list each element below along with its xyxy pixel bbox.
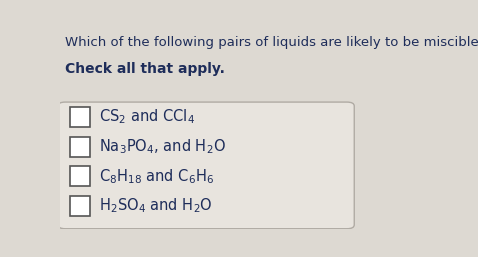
- Bar: [70, 107, 90, 127]
- FancyBboxPatch shape: [58, 102, 354, 229]
- Bar: [70, 196, 90, 216]
- Text: $\mathregular{CS_2}$ and $\mathregular{CCl_4}$: $\mathregular{CS_2}$ and $\mathregular{C…: [98, 108, 195, 126]
- Text: Check all that apply.: Check all that apply.: [65, 61, 225, 76]
- Bar: [70, 137, 90, 157]
- Text: $\mathregular{C_8H_{18}}$ and $\mathregular{C_6H_6}$: $\mathregular{C_8H_{18}}$ and $\mathregu…: [98, 167, 214, 186]
- Text: $\mathregular{H_2SO_4}$ and $\mathregular{H_2O}$: $\mathregular{H_2SO_4}$ and $\mathregula…: [98, 197, 212, 215]
- Text: Which of the following pairs of liquids are likely to be miscible?: Which of the following pairs of liquids …: [65, 36, 478, 49]
- Text: $\mathregular{Na_3PO_4}$, and $\mathregular{H_2O}$: $\mathregular{Na_3PO_4}$, and $\mathregu…: [98, 137, 226, 156]
- Bar: [70, 166, 90, 186]
